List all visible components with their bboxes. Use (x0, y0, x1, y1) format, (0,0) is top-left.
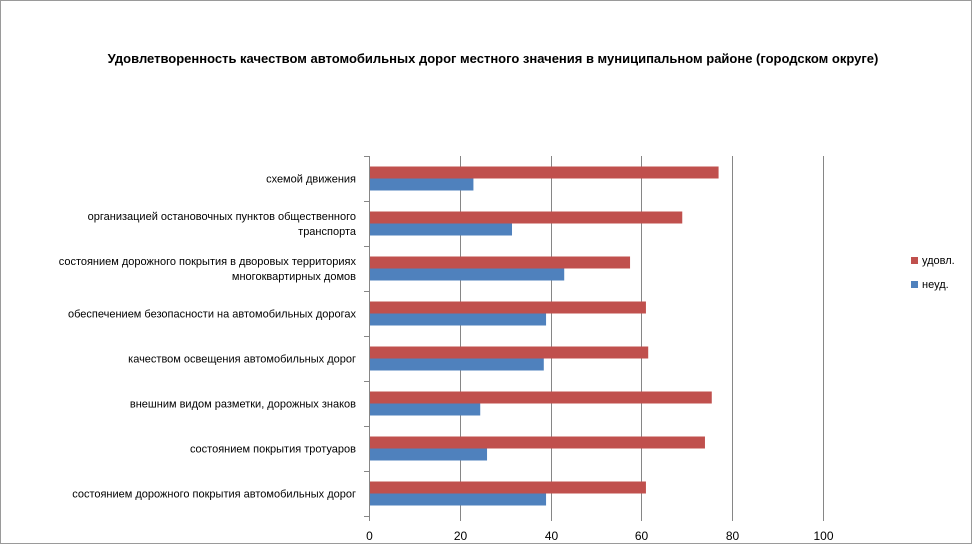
gridlines (460, 156, 824, 516)
bar-udovl-3 (370, 301, 646, 314)
bar-neud-3 (370, 313, 547, 326)
bar-udovl-7 (370, 481, 646, 494)
bar-udovl-6 (370, 436, 705, 449)
bar-neud-1 (370, 223, 513, 236)
bar-neud-2 (370, 268, 565, 281)
x-tick-label: 40 (545, 529, 559, 543)
bar-udovl-5 (370, 391, 712, 404)
category-label: состоянием дорожного покрытия автомобиль… (72, 489, 356, 501)
x-tick-label: 0 (366, 529, 373, 543)
bar-neud-5 (370, 403, 481, 416)
x-tick-label: 20 (454, 529, 468, 543)
bar-neud-0 (370, 178, 474, 191)
category-label: транспорта (298, 226, 357, 238)
category-label: состоянием дорожного покрытия в дворовых… (59, 256, 357, 268)
axes: 0 20 40 60 80 100 (364, 156, 834, 543)
category-label: обеспечением безопасности на автомобильн… (68, 309, 356, 321)
bar-udovl-2 (370, 256, 631, 269)
category-label: состоянием покрытия тротуаров (190, 444, 356, 456)
category-label: схемой движения (266, 174, 356, 186)
bar-neud-6 (370, 448, 488, 461)
category-label: организацией остановочных пунктов общест… (88, 211, 356, 223)
x-tick-label: 100 (813, 529, 833, 543)
legend: удовл. неуд. (911, 255, 955, 291)
category-label: внешним видом разметки, дорожных знаков (130, 399, 356, 411)
legend-label-udovl: удовл. (922, 255, 955, 267)
bar-udovl-4 (370, 346, 649, 359)
bars (370, 166, 719, 506)
chart-title: Удовлетворенность качеством автомобильны… (108, 51, 879, 66)
bar-udovl-1 (370, 211, 683, 224)
category-label: качеством освещения автомобильных дорог (128, 354, 356, 366)
x-tick-label: 80 (726, 529, 740, 543)
bar-udovl-0 (370, 166, 719, 179)
legend-swatch-neud (911, 281, 918, 288)
category-labels: схемой движения организацией остановочных… (59, 174, 357, 501)
category-label: многоквартирных домов (232, 271, 356, 283)
legend-label-neud: неуд. (922, 279, 949, 291)
bar-neud-4 (370, 358, 544, 371)
bar-neud-7 (370, 493, 547, 506)
legend-swatch-udovl (911, 257, 918, 264)
x-tick-label: 60 (635, 529, 649, 543)
